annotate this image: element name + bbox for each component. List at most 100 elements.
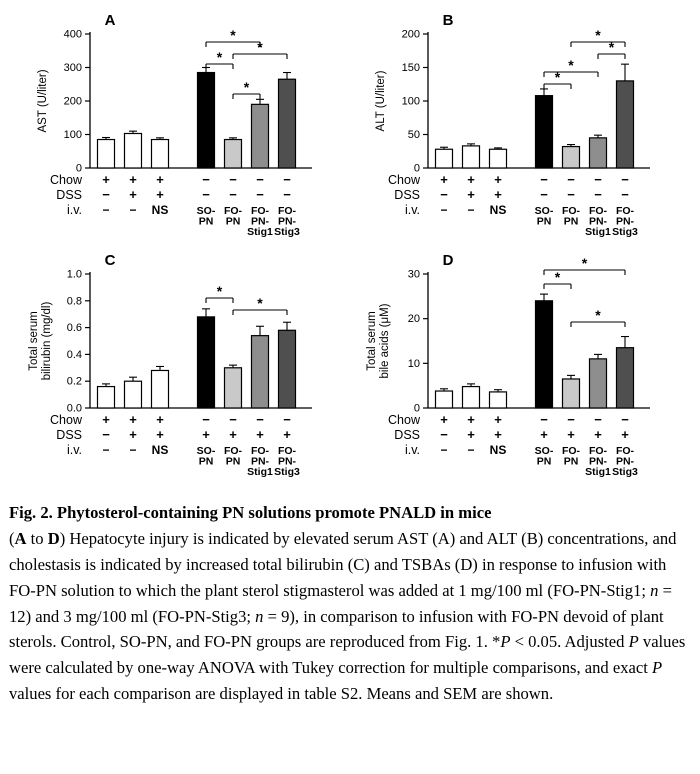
row-mark: − xyxy=(283,412,291,427)
group-label: NS xyxy=(152,203,169,217)
y-tick-label: 0 xyxy=(414,163,420,175)
bar xyxy=(488,391,508,409)
row-mark: + xyxy=(129,427,137,442)
row-mark: + xyxy=(494,187,502,202)
row-mark: + xyxy=(202,427,210,442)
sig-star: * xyxy=(257,295,263,311)
row-mark: − xyxy=(102,187,110,202)
row-mark: − xyxy=(283,172,291,187)
row-mark: + xyxy=(256,427,264,442)
group-label: SO- xyxy=(535,445,554,457)
row-mark: − xyxy=(229,412,237,427)
row-mark: − xyxy=(440,187,448,202)
bar xyxy=(277,329,297,409)
panels-grid: A AST (U/liter) 0 100 200 300 400 * * * * Chow + + + − −… xyxy=(28,12,650,478)
sig-star: * xyxy=(257,39,263,55)
group-label: SO- xyxy=(535,205,554,217)
bar xyxy=(96,138,116,169)
row-label: Chow xyxy=(50,413,83,427)
row-mark: + xyxy=(102,172,110,187)
bar xyxy=(123,380,143,409)
group-label: − xyxy=(129,203,136,217)
group-label: PN xyxy=(199,216,214,228)
row-label: Chow xyxy=(388,173,421,187)
panel-d-bile-acids-chart: D Total serum bile acids (μM) 0 10 20 30 * * * Cho… xyxy=(366,252,650,478)
row-mark: + xyxy=(467,412,475,427)
sig-star: * xyxy=(555,69,561,85)
y-axis-label: bilirubin (mg/dl) xyxy=(41,302,53,381)
row-mark: + xyxy=(594,427,602,442)
group-label: FO- xyxy=(251,205,270,217)
group-label: PN- xyxy=(589,456,608,468)
bar xyxy=(223,367,243,409)
group-label: Stig3 xyxy=(612,226,638,238)
y-tick-label: 20 xyxy=(408,313,420,325)
row-label: i.v. xyxy=(67,443,82,457)
row-mark: − xyxy=(540,412,548,427)
caption-text: n xyxy=(255,606,264,626)
caption-text: D xyxy=(47,528,60,548)
y-axis-label: Total serum xyxy=(28,311,40,370)
group-label: Stig1 xyxy=(247,466,273,478)
y-tick-label: 0 xyxy=(76,163,82,175)
bar xyxy=(250,335,270,409)
row-mark: − xyxy=(440,427,448,442)
group-label: NS xyxy=(152,443,169,457)
y-tick-label: 50 xyxy=(408,129,420,141)
row-mark: − xyxy=(594,172,602,187)
group-label: FO- xyxy=(224,205,243,217)
group-label: PN- xyxy=(251,456,270,468)
group-label: PN- xyxy=(278,456,297,468)
y-tick-label: 10 xyxy=(408,358,420,370)
caption-text: = 12) and 3 mg/100 ml (FO-PN-Stig3; xyxy=(9,580,672,626)
group-label: PN- xyxy=(278,216,297,228)
row-mark: − xyxy=(621,412,629,427)
row-mark: + xyxy=(156,172,164,187)
group-label: FO- xyxy=(562,445,581,457)
figure-caption: Fig. 2. Phytosterol-containing PN soluti… xyxy=(0,490,700,707)
row-mark: − xyxy=(567,172,575,187)
caption-text: < 0.05. Adjusted xyxy=(510,632,629,652)
group-label: Stig1 xyxy=(247,226,273,238)
bar xyxy=(434,390,454,409)
group-label: − xyxy=(467,203,474,217)
bar xyxy=(196,71,216,169)
group-label: − xyxy=(102,443,109,457)
group-label: NS xyxy=(490,203,507,217)
row-mark: + xyxy=(229,427,237,442)
group-label: FO- xyxy=(589,205,608,217)
row-mark: − xyxy=(540,187,548,202)
row-mark: − xyxy=(567,187,575,202)
group-label: PN- xyxy=(589,216,608,228)
bar xyxy=(434,148,454,169)
group-label: FO- xyxy=(278,205,297,217)
row-mark: − xyxy=(567,412,575,427)
y-tick-label: 1.0 xyxy=(67,269,82,281)
row-mark: + xyxy=(440,412,448,427)
group-label: FO- xyxy=(616,445,635,457)
sig-star: * xyxy=(568,57,574,73)
y-tick-label: 400 xyxy=(64,29,82,41)
bar xyxy=(588,137,608,169)
caption-text: P xyxy=(628,632,639,652)
row-mark: − xyxy=(229,172,237,187)
row-mark: − xyxy=(621,172,629,187)
group-label: FO- xyxy=(616,205,635,217)
row-mark: + xyxy=(102,412,110,427)
sig-star: * xyxy=(230,27,236,43)
sig-star: * xyxy=(595,27,601,43)
panel-letter: C xyxy=(105,252,116,269)
caption-text: to xyxy=(26,528,48,548)
caption-text: values were calculated by one-way ANOVA … xyxy=(9,632,686,678)
bar xyxy=(461,145,481,169)
group-label: PN- xyxy=(616,216,635,228)
group-label: Stig1 xyxy=(585,226,611,238)
row-mark: − xyxy=(621,187,629,202)
y-axis-label: bile acids (μM) xyxy=(379,303,391,378)
bar xyxy=(615,347,635,409)
caption-text: n xyxy=(650,580,659,600)
bar xyxy=(223,138,243,169)
row-mark: − xyxy=(256,187,264,202)
y-tick-label: 200 xyxy=(64,96,82,108)
